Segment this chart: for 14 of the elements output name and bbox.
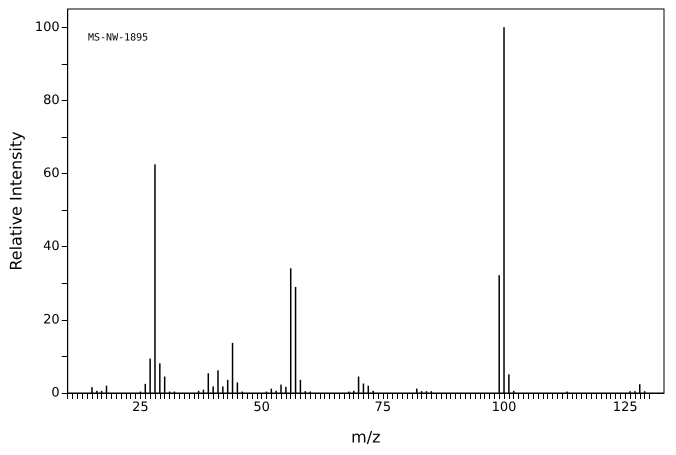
x-tick-label: 25 [132,400,149,415]
y-tick-label: 60 [43,166,60,182]
y-tick-label: 20 [43,312,60,328]
y-axis-title: Relative Intensity [6,131,26,271]
x-tick-label: 125 [612,400,638,415]
x-tick-label: 75 [374,400,392,415]
x-tick-label: 50 [253,400,270,415]
y-tick-label: 80 [43,92,60,108]
x-tick-label: 100 [492,400,516,415]
y-tick-label: 40 [43,239,60,254]
x-axis-title: m/z [351,428,381,446]
y-tick-label: 0 [51,386,60,400]
y-tick-label: 100 [34,20,60,35]
annotation: MS-NW-1895 [88,32,148,44]
